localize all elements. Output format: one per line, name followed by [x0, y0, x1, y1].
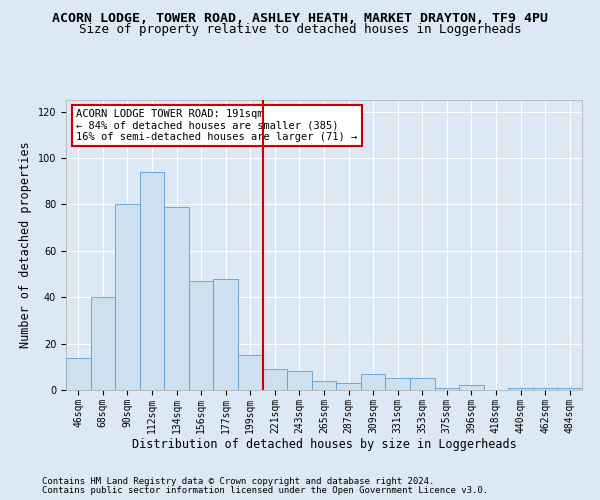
Bar: [508, 388, 533, 390]
Bar: [91, 297, 115, 390]
Bar: [66, 358, 91, 390]
Text: ACORN LODGE TOWER ROAD: 191sqm
← 84% of detached houses are smaller (385)
16% of: ACORN LODGE TOWER ROAD: 191sqm ← 84% of …: [76, 108, 358, 142]
Bar: [115, 204, 140, 390]
Bar: [214, 278, 238, 390]
Text: Size of property relative to detached houses in Loggerheads: Size of property relative to detached ho…: [79, 22, 521, 36]
Y-axis label: Number of detached properties: Number of detached properties: [19, 142, 32, 348]
Bar: [361, 374, 385, 390]
Text: Contains HM Land Registry data © Crown copyright and database right 2024.: Contains HM Land Registry data © Crown c…: [42, 477, 434, 486]
Bar: [533, 388, 557, 390]
Bar: [434, 388, 459, 390]
Bar: [287, 372, 312, 390]
Text: Contains public sector information licensed under the Open Government Licence v3: Contains public sector information licen…: [42, 486, 488, 495]
Bar: [410, 378, 434, 390]
Bar: [312, 380, 336, 390]
Text: ACORN LODGE, TOWER ROAD, ASHLEY HEATH, MARKET DRAYTON, TF9 4PU: ACORN LODGE, TOWER ROAD, ASHLEY HEATH, M…: [52, 12, 548, 26]
Bar: [238, 355, 263, 390]
Bar: [336, 383, 361, 390]
Bar: [164, 206, 189, 390]
Bar: [263, 369, 287, 390]
X-axis label: Distribution of detached houses by size in Loggerheads: Distribution of detached houses by size …: [131, 438, 517, 452]
Bar: [557, 388, 582, 390]
Bar: [189, 281, 214, 390]
Bar: [459, 386, 484, 390]
Bar: [385, 378, 410, 390]
Bar: [140, 172, 164, 390]
